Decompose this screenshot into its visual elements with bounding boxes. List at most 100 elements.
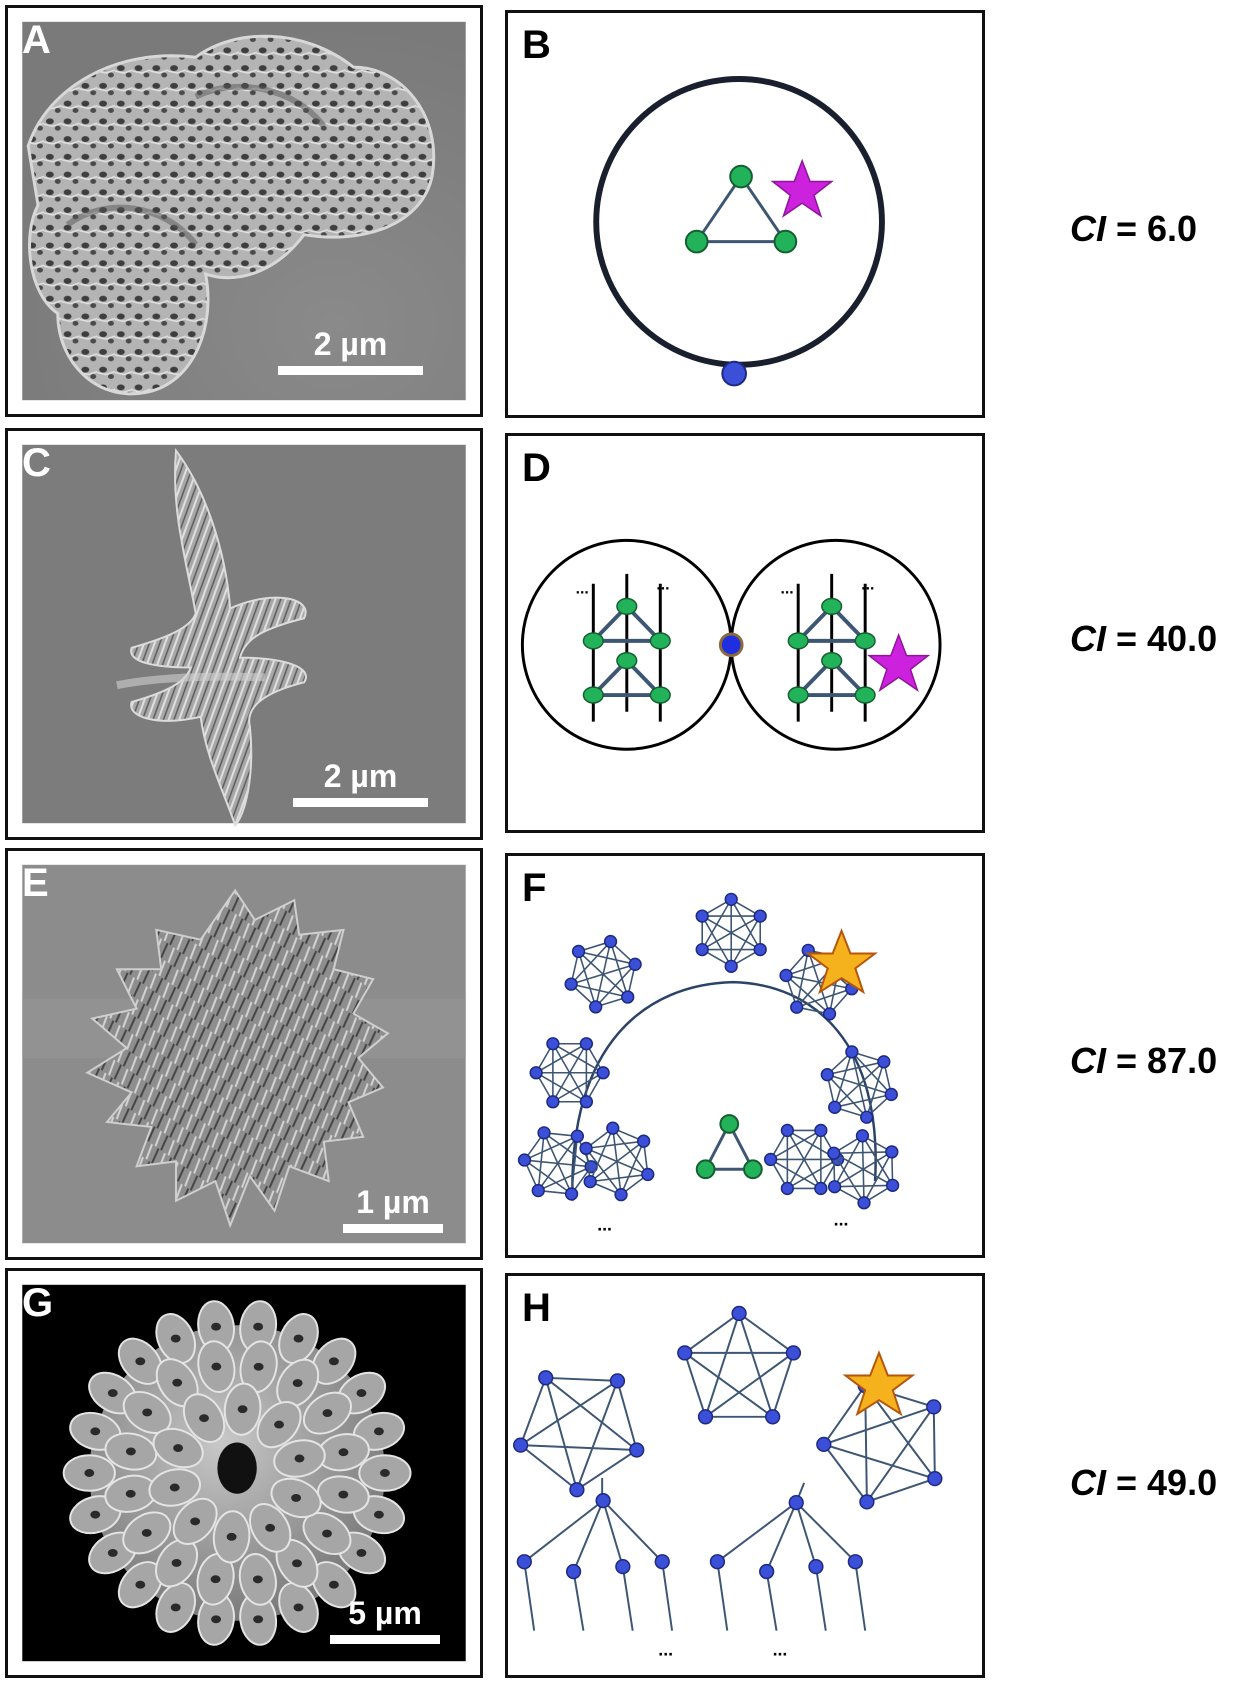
ci-symbol: CI [1070,618,1106,659]
network-node [827,1146,841,1160]
ci-value-2: CI = 40.0 [1070,618,1240,660]
network-node [820,1068,834,1082]
panel-label-a: A [22,18,51,62]
ci-symbol: CI [1070,208,1106,249]
network-node [779,968,793,983]
network-node [731,1305,747,1322]
scale-bar-a: 2 µm [278,326,423,375]
network-node [579,1141,593,1156]
network-node [579,1037,594,1051]
panel-label-g: G [22,1281,54,1325]
ellipsis-f1: ... [597,1214,612,1234]
panel-label-f: F [522,866,547,910]
right-ring [729,538,942,751]
panel-label-b: B [522,23,551,67]
magenta-star-icon [866,632,931,692]
scale-line-c [293,798,428,807]
ci-eq: = [1106,208,1148,249]
network-node [753,909,767,923]
arc-backbone [571,980,877,1201]
network-node [827,1180,842,1194]
scale-text-a: 2 µm [313,326,388,362]
sem-image-a [22,21,466,401]
network-node [814,1123,828,1138]
network-node [531,1183,545,1198]
scale-bar-c: 2 µm [293,758,428,807]
panel-label-h: H [522,1286,551,1330]
orange-star-icon [842,1350,916,1417]
network-node [589,1000,603,1014]
ci-number: 40.0 [1147,618,1218,659]
diagram-d: ... ... ... ... [520,538,942,751]
magenta-star-icon [770,158,834,218]
network-node [816,1436,832,1453]
sem-panel-c: C 2 µm [5,428,483,840]
network-node [828,1100,842,1114]
ci-eq: = [1106,618,1148,659]
network-node [780,1123,795,1138]
ellipsis-d4: ... [861,577,874,594]
scale-line-e [343,1224,443,1233]
network-node [884,1087,898,1102]
diagram-panel-d: ... ... ... ... D [505,433,985,833]
network-node [885,1145,899,1159]
network-node [513,1437,529,1453]
network-node [724,959,738,973]
network-node [529,1066,543,1080]
network-node [583,1174,597,1189]
network-node [614,1187,628,1202]
scale-text-g: 5 µm [348,1595,422,1631]
ellipsis-h2: ... [773,1639,788,1659]
ellipsis-d3: ... [780,581,793,598]
network-node [845,1045,859,1059]
scale-text-e: 1 µm [356,1184,430,1220]
network-node [753,942,767,957]
outer-ring [593,76,885,368]
network-node [570,1129,585,1143]
scale-bar-e: 1 µm [343,1184,443,1233]
ellipsis-d1: ... [576,581,589,598]
network-node [857,1196,871,1210]
diagram-h: ... ... [513,1305,943,1659]
network-node [564,977,578,991]
network-node [790,1000,804,1014]
network-node [927,1471,943,1487]
network-node [609,1373,626,1389]
network-node [569,1482,585,1498]
sem-panel-g: G 5 µm [5,1268,483,1678]
left-lattice: ... ... [576,573,671,722]
network-node [926,1399,942,1415]
network-node [860,1110,874,1124]
ci-eq: = [1106,1462,1148,1503]
ci-number: 49.0 [1147,1462,1218,1503]
sem-image-e [22,864,466,1244]
cluster-networks [513,1305,943,1631]
ci-number: 87.0 [1147,1040,1218,1081]
network-node [629,1442,645,1458]
ci-value-3: CI = 87.0 [1070,1040,1240,1082]
diagram-panel-b: B [505,10,985,418]
orange-star-icon [805,928,878,995]
ci-symbol: CI [1070,1040,1106,1081]
scale-text-c: 2 µm [323,758,398,794]
blue-node [721,360,747,387]
network-node [564,1187,579,1201]
triangle-cluster [684,164,798,254]
diagram-b [593,76,885,387]
network-node [538,1370,554,1386]
scale-bar-g: 5 µm [330,1595,440,1644]
right-lattice: ... ... [780,573,876,722]
network-node [765,1409,781,1425]
network-node [695,942,709,957]
sem-panel-a: A 2 µm [5,5,483,417]
network-node [596,1066,610,1080]
network-node [579,1095,594,1109]
network-node [885,1178,900,1192]
network-node [628,957,642,971]
panel-label-d: D [522,446,551,490]
ci-number: 6.0 [1147,208,1198,249]
ellipsis-f2: ... [834,1209,849,1229]
network-node [603,934,618,949]
panel-label-e: E [22,861,49,905]
network-node [724,892,738,906]
